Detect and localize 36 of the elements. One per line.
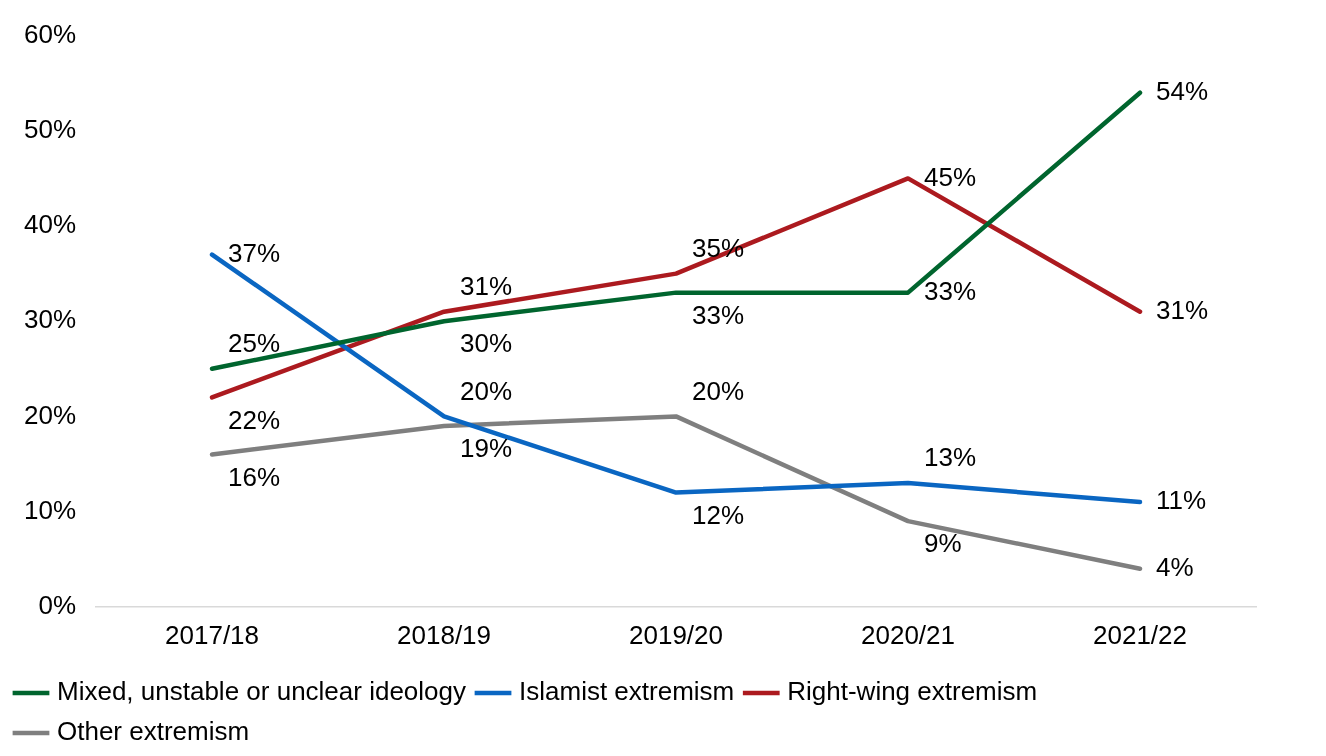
data-label: 9% <box>924 528 962 559</box>
data-label: 11% <box>1156 485 1207 516</box>
y-tick-label: 40% <box>23 209 77 240</box>
legend-label: Other extremism <box>57 716 250 747</box>
data-label: 22% <box>228 404 281 435</box>
data-label: 54% <box>1156 75 1209 106</box>
data-label: 20% <box>692 375 745 406</box>
data-label: 31% <box>1156 294 1209 325</box>
x-tick-label: 2021/22 <box>1093 619 1187 650</box>
legend-label: Mixed, unstable or unclear ideology <box>57 676 467 707</box>
data-label: 45% <box>924 161 977 192</box>
data-label: 33% <box>692 299 745 330</box>
data-label: 31% <box>460 270 513 301</box>
x-tick-label: 2017/18 <box>165 619 260 650</box>
data-label: 33% <box>924 275 977 306</box>
y-tick-label: 60% <box>23 18 77 49</box>
x-tick-label: 2020/21 <box>861 619 955 650</box>
y-tick-label: 50% <box>23 113 77 144</box>
legend-label: Islamist extremism <box>519 676 735 707</box>
data-label: 20% <box>460 375 513 406</box>
x-tick-label: 2019/20 <box>629 619 724 650</box>
y-tick-label: 30% <box>23 304 77 335</box>
data-label: 4% <box>1156 551 1194 582</box>
legend-label: Right-wing extremism <box>787 676 1038 707</box>
data-label: 35% <box>692 232 745 263</box>
x-tick-label: 2018/19 <box>397 619 492 650</box>
y-tick-label: 0% <box>38 589 77 620</box>
data-label: 30% <box>460 328 513 359</box>
data-label: 19% <box>460 433 513 464</box>
data-label: 12% <box>692 499 745 530</box>
y-tick-label: 20% <box>23 399 77 430</box>
data-label: 37% <box>228 237 281 268</box>
y-tick-label: 10% <box>23 494 77 525</box>
data-label: 13% <box>924 442 977 473</box>
data-label: 16% <box>228 461 281 492</box>
data-label: 25% <box>228 327 281 358</box>
